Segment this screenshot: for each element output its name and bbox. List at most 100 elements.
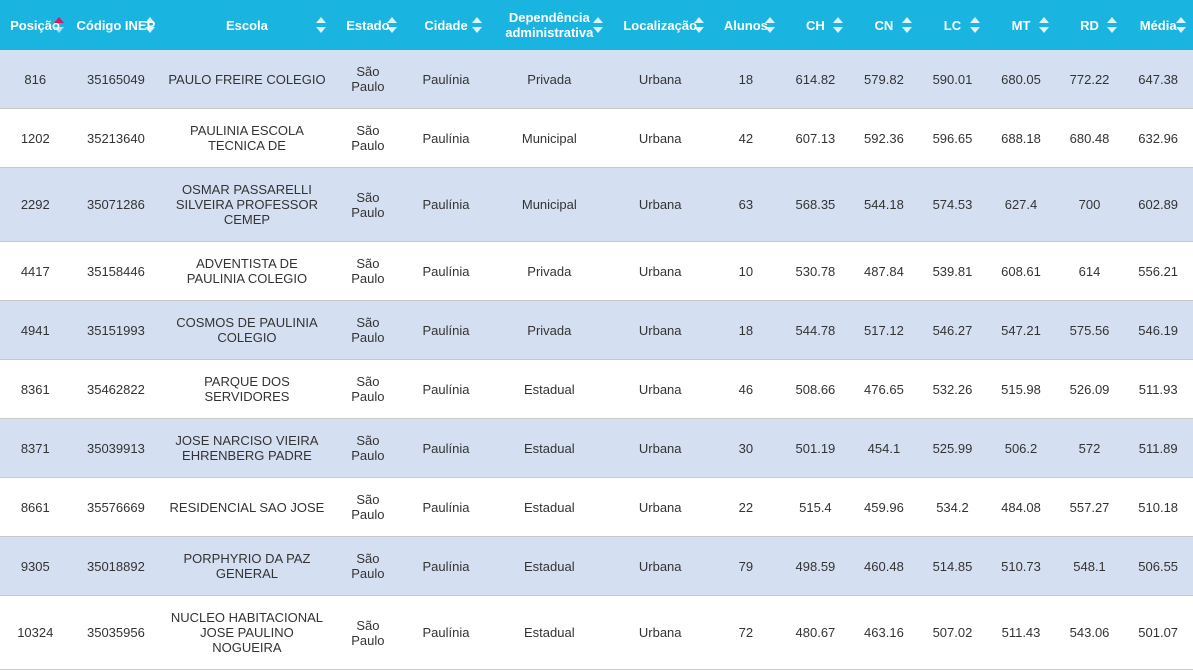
sort-icon[interactable] [387, 17, 397, 33]
cell-dep: Privada [489, 242, 610, 301]
column-header-media[interactable]: Média [1124, 0, 1193, 50]
column-header-cn[interactable]: CN [850, 0, 919, 50]
cell-cn: 487.84 [850, 242, 919, 301]
cell-mt: 515.98 [987, 360, 1056, 419]
column-header-escola[interactable]: Escola [161, 0, 332, 50]
sort-icon[interactable] [1107, 17, 1117, 33]
cell-media: 632.96 [1124, 109, 1193, 168]
column-header-posicao[interactable]: Posição [0, 0, 71, 50]
cell-ch: 530.78 [781, 242, 850, 301]
column-header-dep[interactable]: Dependência administrativa [489, 0, 610, 50]
cell-inep: 35213640 [71, 109, 162, 168]
column-header-ch[interactable]: CH [781, 0, 850, 50]
cell-mt: 688.18 [987, 109, 1056, 168]
cell-rd: 548.1 [1055, 537, 1124, 596]
cell-ch: 544.78 [781, 301, 850, 360]
cell-posicao: 816 [0, 50, 71, 109]
cell-estado: São Paulo [333, 478, 404, 537]
column-header-local[interactable]: Localização [610, 0, 711, 50]
cell-cidade: Paulínia [403, 360, 489, 419]
schools-table: Posição Código INEPEscolaEstadoCidadeDepe… [0, 0, 1193, 670]
cell-ch: 614.82 [781, 50, 850, 109]
cell-local: Urbana [610, 109, 711, 168]
sort-icon[interactable] [145, 17, 155, 33]
cell-inep: 35151993 [71, 301, 162, 360]
cell-cidade: Paulínia [403, 109, 489, 168]
cell-estado: São Paulo [333, 537, 404, 596]
cell-dep: Municipal [489, 109, 610, 168]
sort-icon[interactable] [765, 17, 775, 33]
cell-mt: 547.21 [987, 301, 1056, 360]
cell-escola: COSMOS DE PAULINIA COLEGIO [161, 301, 332, 360]
cell-rd: 700 [1055, 168, 1124, 242]
cell-rd: 572 [1055, 419, 1124, 478]
sort-icon[interactable] [970, 17, 980, 33]
column-label: MT [1012, 18, 1031, 33]
cell-cidade: Paulínia [403, 50, 489, 109]
cell-estado: São Paulo [333, 50, 404, 109]
cell-ch: 607.13 [781, 109, 850, 168]
cell-rd: 575.56 [1055, 301, 1124, 360]
cell-dep: Estadual [489, 360, 610, 419]
column-header-rd[interactable]: RD [1055, 0, 1124, 50]
column-header-cidade[interactable]: Cidade [403, 0, 489, 50]
cell-rd: 772.22 [1055, 50, 1124, 109]
cell-alunos: 30 [711, 419, 782, 478]
cell-inep: 35462822 [71, 360, 162, 419]
cell-mt: 680.05 [987, 50, 1056, 109]
cell-cn: 459.96 [850, 478, 919, 537]
column-label: Alunos [724, 18, 768, 33]
cell-posicao: 8361 [0, 360, 71, 419]
cell-posicao: 9305 [0, 537, 71, 596]
table-row: 866135576669RESIDENCIAL SAO JOSESão Paul… [0, 478, 1193, 537]
column-header-inep[interactable]: Código INEP [71, 0, 162, 50]
cell-estado: São Paulo [333, 596, 404, 670]
table-row: 837135039913JOSE NARCISO VIEIRA EHRENBER… [0, 419, 1193, 478]
cell-lc: 546.27 [918, 301, 987, 360]
cell-posicao: 8661 [0, 478, 71, 537]
cell-mt: 608.61 [987, 242, 1056, 301]
sort-icon[interactable] [1039, 17, 1049, 33]
column-header-lc[interactable]: LC [918, 0, 987, 50]
cell-posicao: 10324 [0, 596, 71, 670]
cell-alunos: 79 [711, 537, 782, 596]
cell-escola: RESIDENCIAL SAO JOSE [161, 478, 332, 537]
cell-alunos: 63 [711, 168, 782, 242]
cell-media: 506.55 [1124, 537, 1193, 596]
cell-escola: JOSE NARCISO VIEIRA EHRENBERG PADRE [161, 419, 332, 478]
column-header-mt[interactable]: MT [987, 0, 1056, 50]
cell-estado: São Paulo [333, 242, 404, 301]
table-row: 836135462822PARQUE DOS SERVIDORESSão Pau… [0, 360, 1193, 419]
cell-cidade: Paulínia [403, 419, 489, 478]
sort-icon[interactable] [54, 17, 64, 33]
sort-icon[interactable] [1176, 17, 1186, 33]
cell-lc: 507.02 [918, 596, 987, 670]
column-header-alunos[interactable]: Alunos [711, 0, 782, 50]
sort-icon[interactable] [472, 17, 482, 33]
cell-cn: 460.48 [850, 537, 919, 596]
sort-icon[interactable] [316, 17, 326, 33]
table-row: 494135151993COSMOS DE PAULINIA COLEGIOSã… [0, 301, 1193, 360]
table-body: 81635165049PAULO FREIRE COLEGIOSão Paulo… [0, 50, 1193, 670]
sort-icon[interactable] [902, 17, 912, 33]
cell-escola: NUCLEO HABITACIONAL JOSE PAULINO NOGUEIR… [161, 596, 332, 670]
cell-cidade: Paulínia [403, 242, 489, 301]
sort-icon[interactable] [694, 17, 704, 33]
cell-inep: 35039913 [71, 419, 162, 478]
header-row: Posição Código INEPEscolaEstadoCidadeDepe… [0, 0, 1193, 50]
cell-rd: 614 [1055, 242, 1124, 301]
table-row: 1032435035956NUCLEO HABITACIONAL JOSE PA… [0, 596, 1193, 670]
cell-inep: 35035956 [71, 596, 162, 670]
column-header-estado[interactable]: Estado [333, 0, 404, 50]
column-label: Posição [10, 18, 60, 33]
cell-rd: 543.06 [1055, 596, 1124, 670]
cell-escola: PARQUE DOS SERVIDORES [161, 360, 332, 419]
sort-icon[interactable] [833, 17, 843, 33]
cell-media: 602.89 [1124, 168, 1193, 242]
cell-lc: 514.85 [918, 537, 987, 596]
sort-icon[interactable] [593, 17, 603, 33]
cell-media: 510.18 [1124, 478, 1193, 537]
cell-media: 546.19 [1124, 301, 1193, 360]
cell-mt: 511.43 [987, 596, 1056, 670]
table-header: Posição Código INEPEscolaEstadoCidadeDepe… [0, 0, 1193, 50]
